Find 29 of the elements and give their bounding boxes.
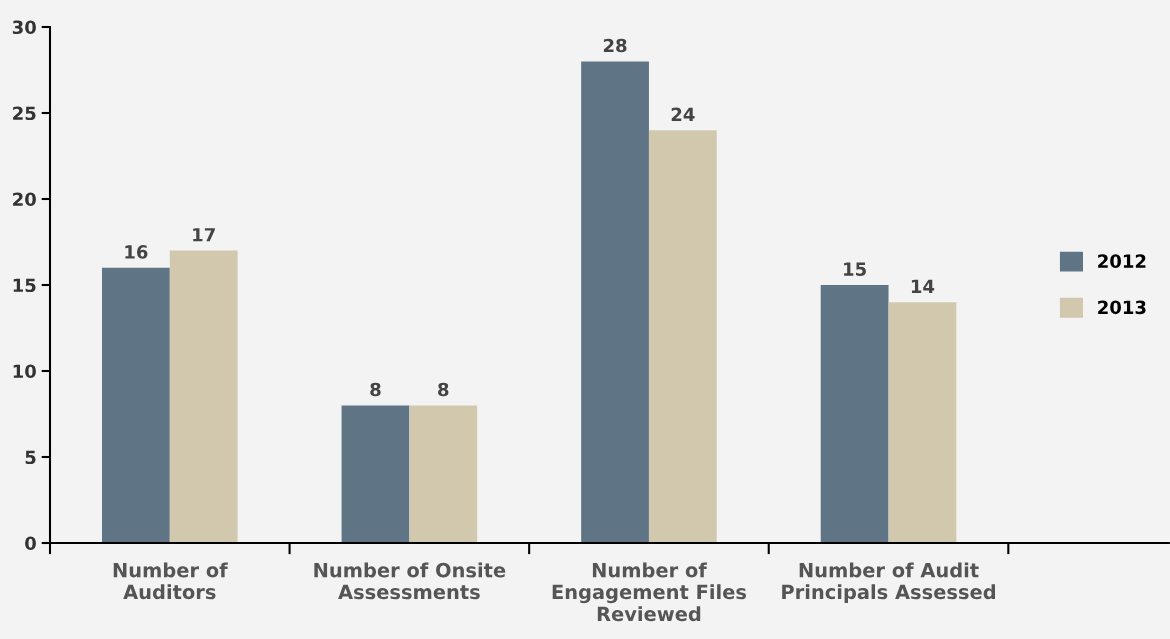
y-tick-label: 5	[25, 450, 36, 465]
bar	[888, 302, 957, 543]
data-label: 15	[844, 262, 866, 276]
y-tick-label: 20	[13, 192, 36, 207]
x-tick-label: Number of Engagement Files Reviewed	[552, 562, 747, 622]
y-tick-label: 25	[13, 106, 36, 121]
data-label: 24	[671, 107, 695, 121]
x-tick-label: Number of Onsite Assessments	[314, 562, 506, 600]
bar	[648, 130, 717, 543]
y-tick-label: 10	[13, 364, 36, 379]
x-tick-label: Number of Audit Principals Assessed	[782, 562, 995, 604]
bar	[820, 285, 889, 543]
x-tick-label: Number of Auditors	[113, 562, 228, 600]
legend-label: 2012	[1098, 254, 1146, 268]
bar	[409, 405, 478, 543]
bar	[581, 61, 649, 543]
data-label: 28	[603, 38, 627, 53]
data-label: 17	[193, 228, 215, 242]
data-label: 14	[911, 279, 935, 293]
legend-label: 2013	[1098, 300, 1146, 315]
y-tick-label: 30	[12, 20, 36, 35]
bar	[341, 405, 410, 543]
y-tick-label: 15	[13, 278, 36, 293]
bar	[101, 267, 170, 543]
data-label: 8	[370, 382, 381, 397]
y-tick-label: 0	[25, 536, 36, 551]
bar	[169, 250, 238, 543]
data-label: 8	[438, 382, 449, 397]
data-label: 16	[125, 245, 148, 259]
